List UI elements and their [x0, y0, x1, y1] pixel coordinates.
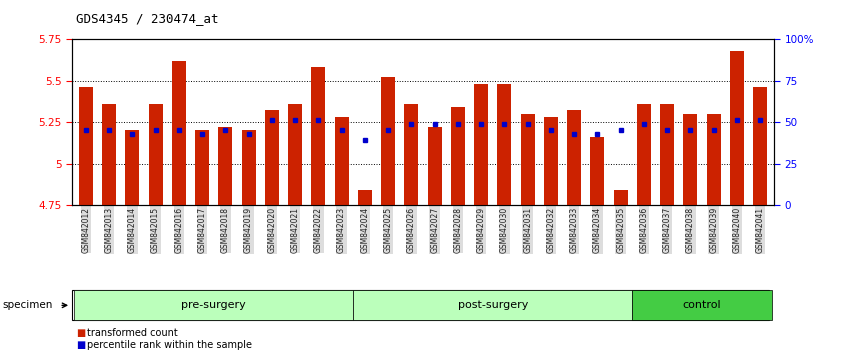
- Text: percentile rank within the sample: percentile rank within the sample: [87, 340, 252, 350]
- Bar: [660, 104, 674, 205]
- Bar: [354, 290, 632, 320]
- Bar: [451, 107, 464, 205]
- Bar: [567, 110, 581, 205]
- Bar: [613, 190, 628, 205]
- Bar: [591, 137, 604, 205]
- Bar: [706, 114, 721, 205]
- Bar: [520, 114, 535, 205]
- Bar: [382, 77, 395, 205]
- Bar: [149, 104, 162, 205]
- Bar: [544, 117, 558, 205]
- Bar: [753, 87, 767, 205]
- Text: control: control: [683, 300, 722, 310]
- Bar: [125, 131, 140, 205]
- Bar: [195, 131, 209, 205]
- Bar: [637, 104, 651, 205]
- Bar: [632, 290, 772, 320]
- Bar: [427, 127, 442, 205]
- Bar: [335, 117, 349, 205]
- Bar: [684, 114, 697, 205]
- Bar: [265, 110, 279, 205]
- Bar: [102, 104, 116, 205]
- Text: transformed count: transformed count: [87, 329, 178, 338]
- Text: specimen: specimen: [3, 300, 53, 310]
- Bar: [218, 127, 233, 205]
- Bar: [79, 87, 93, 205]
- Text: ■: ■: [76, 340, 85, 350]
- Bar: [288, 104, 302, 205]
- Bar: [242, 131, 255, 205]
- Text: GDS4345 / 230474_at: GDS4345 / 230474_at: [76, 12, 218, 25]
- Bar: [74, 290, 354, 320]
- Bar: [474, 84, 488, 205]
- Text: pre-surgery: pre-surgery: [181, 300, 246, 310]
- Bar: [730, 51, 744, 205]
- Bar: [311, 67, 326, 205]
- Text: post-surgery: post-surgery: [458, 300, 528, 310]
- Bar: [497, 84, 511, 205]
- Text: ■: ■: [76, 329, 85, 338]
- Bar: [172, 61, 186, 205]
- Bar: [358, 190, 372, 205]
- Bar: [404, 104, 419, 205]
